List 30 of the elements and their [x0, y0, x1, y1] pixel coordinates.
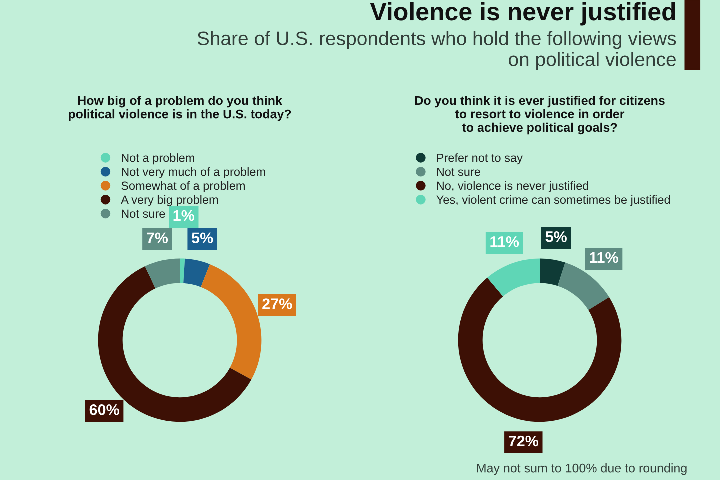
legend-label: Not sure	[122, 210, 166, 218]
chart-subtitle: Share of U.S. respondents who hold the following views on political violence	[198, 31, 676, 70]
legend-label: No, violence is never justified	[437, 181, 588, 192]
legend-label: Yes, violent crime can sometimes be justified	[436, 195, 670, 206]
donut-slice	[487, 258, 540, 297]
data-label: 11%	[590, 252, 618, 264]
legend-label: Not very much of a problem	[122, 168, 266, 179]
data-label: 72%	[509, 436, 539, 447]
donut-slice	[558, 262, 610, 310]
donut-slice	[458, 278, 622, 422]
data-label: 60%	[90, 404, 120, 416]
text: Do you think it is ever justified for citizens to resort to violence in order to achieve political goals?	[415, 96, 665, 135]
legend-label: A very big problem	[121, 195, 218, 206]
donut-slice	[184, 258, 210, 288]
chart-title: Violence is never justified	[370, 2, 676, 26]
donut-slice	[145, 258, 180, 289]
legend-label: Not a problem	[122, 154, 194, 165]
donut-slice	[180, 258, 186, 284]
data-label: 7%	[147, 232, 168, 244]
data-label: 1%	[174, 210, 195, 222]
text: May not sum to 100% due to rounding	[477, 464, 687, 476]
legend-label: Somewhat of a problem	[122, 181, 245, 192]
data-label: 5%	[192, 232, 214, 244]
data-label: 11%	[490, 236, 520, 248]
text: How big of a problem do you think political violence is in the U.S. today?	[69, 96, 292, 122]
donut-slice	[540, 258, 566, 286]
legend-label: Prefer not to say	[437, 154, 523, 165]
data-label: 27%	[262, 298, 292, 310]
legend-label: Not sure	[437, 168, 480, 176]
data-label: 5%	[546, 232, 567, 242]
